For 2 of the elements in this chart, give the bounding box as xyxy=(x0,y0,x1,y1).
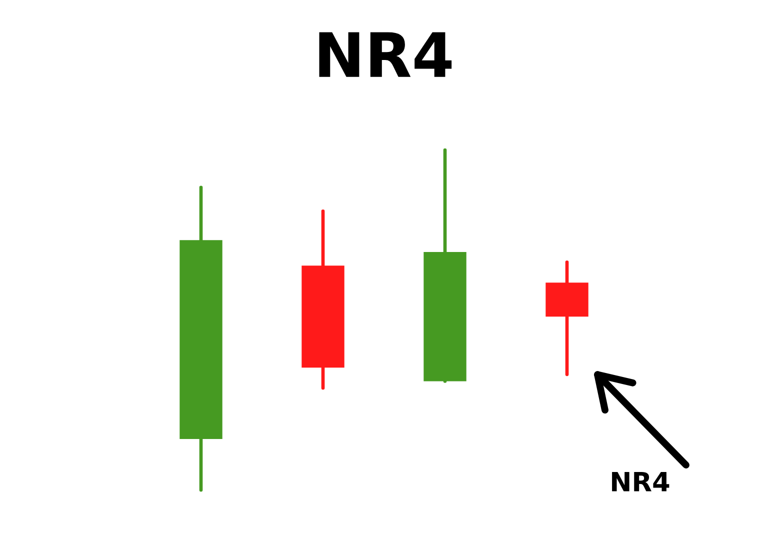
annotation: NR4 xyxy=(612,472,670,492)
chart-title: NR4 xyxy=(319,32,452,77)
